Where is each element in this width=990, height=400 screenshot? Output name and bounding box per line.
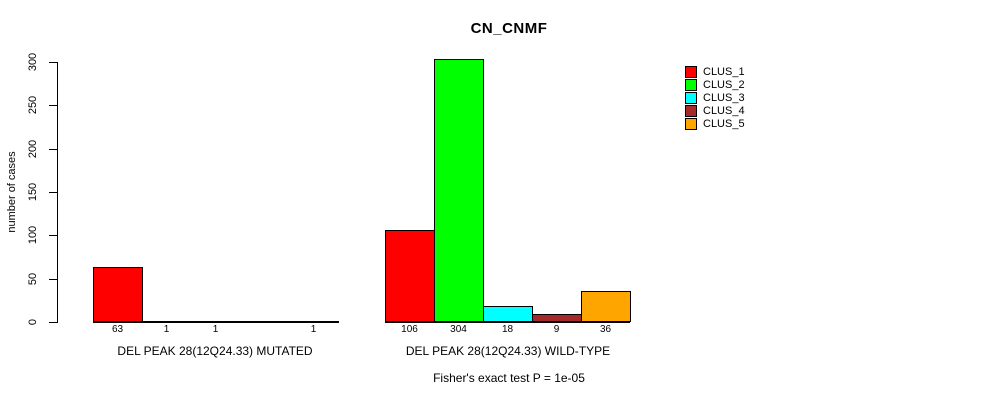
legend-label: CLUS_1 — [703, 66, 745, 78]
bar-clus_1 — [385, 230, 435, 322]
legend-label: CLUS_2 — [703, 79, 745, 91]
x-axis-label-group-mutated: DEL PEAK 28(12Q24.33) MUTATED — [117, 344, 313, 358]
y-axis-tick-label: 150 — [27, 182, 39, 202]
bar-count-label: 1 — [310, 324, 317, 335]
fisher-test-footnote: Fisher's exact test P = 1e-05 — [433, 371, 585, 385]
bar-clus_5 — [289, 321, 339, 323]
bar-count-label: 36 — [599, 324, 612, 335]
y-axis-tick — [49, 105, 57, 107]
bar-clus_3 — [483, 306, 533, 322]
y-axis-title: number of cases — [6, 151, 18, 233]
legend-item: CLUS_2 — [685, 79, 775, 92]
y-axis-tick-label: 300 — [27, 52, 39, 72]
bar-count-label: 304 — [450, 324, 467, 335]
legend-item: CLUS_4 — [685, 105, 775, 118]
bar-count-label: 63 — [111, 324, 124, 335]
bar-clus_2 — [434, 59, 484, 322]
bar-count-label: 1 — [163, 324, 170, 335]
bar-count-label: 18 — [501, 324, 514, 335]
y-axis-tick — [49, 192, 57, 193]
bar-clus_5 — [581, 291, 631, 322]
y-axis-tick-label: 0 — [27, 318, 39, 326]
chart-title: CN_CNMF — [470, 20, 548, 37]
y-axis-tick — [49, 62, 57, 63]
legend-swatch-clus_3 — [685, 92, 697, 104]
legend-swatch-clus_5 — [685, 118, 697, 130]
bar-clus_1 — [93, 267, 143, 322]
legend-label: CLUS_5 — [703, 118, 745, 130]
legend-label: CLUS_4 — [703, 105, 745, 117]
y-axis-tick — [49, 235, 57, 237]
legend-swatch-clus_1 — [685, 66, 697, 78]
bar-clus_2 — [142, 321, 192, 323]
y-axis-tick — [49, 322, 57, 323]
y-axis-tick-label: 250 — [27, 96, 39, 115]
y-axis-line — [57, 62, 58, 323]
legend-swatch-clus_4 — [685, 105, 697, 117]
bar-clus_3 — [191, 321, 241, 323]
y-axis-tick — [49, 148, 57, 150]
y-axis-tick-label: 200 — [27, 139, 39, 158]
y-axis-tick-label: 50 — [27, 272, 39, 285]
legend-item: CLUS_3 — [685, 92, 775, 105]
x-axis-baseline — [385, 321, 630, 323]
x-axis-label-group-wildtype: DEL PEAK 28(12Q24.33) WILD-TYPE — [405, 344, 611, 358]
bar-count-label: 9 — [553, 324, 560, 335]
legend-item: CLUS_1 — [685, 66, 775, 79]
y-axis-tick — [49, 278, 57, 280]
y-axis-tick-label: 100 — [27, 226, 39, 245]
legend-item: CLUS_5 — [685, 118, 775, 131]
bar-count-label: 1 — [212, 324, 219, 335]
bar-count-label: 106 — [401, 324, 418, 335]
bar-clus_4 — [532, 314, 582, 322]
legend-label: CLUS_3 — [703, 92, 745, 104]
legend-swatch-clus_2 — [685, 79, 697, 91]
